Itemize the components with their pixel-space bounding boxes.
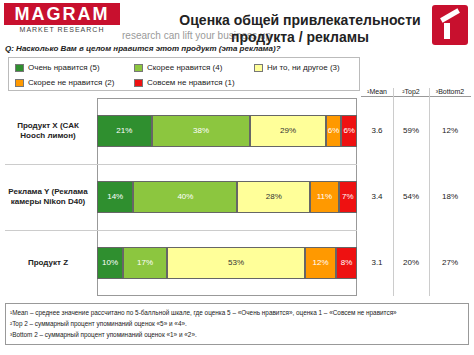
- data-label: 10%: [97, 257, 123, 269]
- emblem: [432, 5, 468, 45]
- data-label: 17%: [123, 257, 167, 269]
- table-cell: 12%: [429, 125, 471, 137]
- data-label: 6%: [326, 125, 342, 137]
- table-cell: 27%: [429, 257, 471, 269]
- table-cell: 3.6: [361, 125, 393, 137]
- legend-label: Ни то, ни другое (3): [267, 63, 340, 73]
- table-header: ²Top2: [393, 88, 429, 97]
- emblem-stroke: [444, 23, 450, 39]
- category-label: Продукт Z: [4, 258, 92, 268]
- emblem-stroke: [440, 8, 460, 22]
- data-label: 6%: [341, 125, 357, 137]
- table-cell: 20%: [393, 257, 429, 269]
- category-label: Продукт X (САК Hooch лимон): [4, 121, 92, 141]
- data-label: 7%: [339, 191, 357, 203]
- legend-label: Скорее нравится (4): [147, 63, 222, 73]
- logo-sub: MARKET RESEARCH: [4, 26, 120, 33]
- data-label: 38%: [152, 125, 251, 137]
- legend-label: Очень нравится (5): [28, 63, 100, 73]
- data-label: 40%: [133, 191, 237, 203]
- table-header: ³Bottom2: [429, 88, 471, 97]
- legend-label: Скорее не нравится (2): [28, 78, 114, 88]
- data-label: 12%: [305, 257, 336, 269]
- data-label: 11%: [310, 191, 339, 203]
- table-cell: 54%: [393, 191, 429, 203]
- table-cell: 3.4: [361, 191, 393, 203]
- question: Q: Насколько Вам в целом нравится этот п…: [5, 44, 281, 53]
- legend-swatch: [134, 64, 143, 72]
- data-label: 8%: [336, 257, 357, 269]
- title: Оценка общей привлекательности продукта …: [175, 12, 425, 46]
- legend-swatch: [15, 79, 24, 87]
- data-label: 14%: [97, 191, 133, 203]
- data-label: 29%: [250, 125, 325, 137]
- table-divider: [393, 88, 394, 296]
- table-header: ¹Mean: [361, 88, 393, 97]
- table-cell: 3.1: [361, 257, 393, 269]
- legend-label: Совсем не нравится (1): [147, 78, 235, 88]
- footnote: ¹Mean – среднее значение рассчитано по 5…: [10, 307, 464, 318]
- row-separator: [5, 230, 357, 231]
- legend-swatch: [15, 64, 24, 72]
- footnote: ²Top 2 – суммарный процент упоминаний оц…: [10, 318, 464, 329]
- logo-box: MAGRAM: [4, 3, 120, 25]
- data-label: 28%: [237, 191, 310, 203]
- category-label: Реклама Y (Реклама камеры Nikon D40): [4, 187, 92, 207]
- table-cell: 59%: [393, 125, 429, 137]
- legend-swatch: [254, 64, 263, 72]
- table-divider: [429, 88, 430, 296]
- footnote-box: ¹Mean – среднее значение рассчитано по 5…: [5, 303, 469, 345]
- data-label: 53%: [167, 257, 305, 269]
- logo-text: MAGRAM: [4, 4, 120, 24]
- data-label: 21%: [97, 125, 152, 137]
- row-separator: [5, 164, 357, 165]
- table-cell: 18%: [429, 191, 471, 203]
- legend-swatch: [134, 79, 143, 87]
- data-label-layer: 21%38%29%6%6%14%40%28%11%7%10%17%53%12%8…: [97, 98, 357, 296]
- legend: Очень нравится (5) Скорее нравится (4) Ни …: [8, 57, 360, 91]
- footnote: ³Bottom 2 – суммарный процент упоминаний…: [10, 329, 464, 340]
